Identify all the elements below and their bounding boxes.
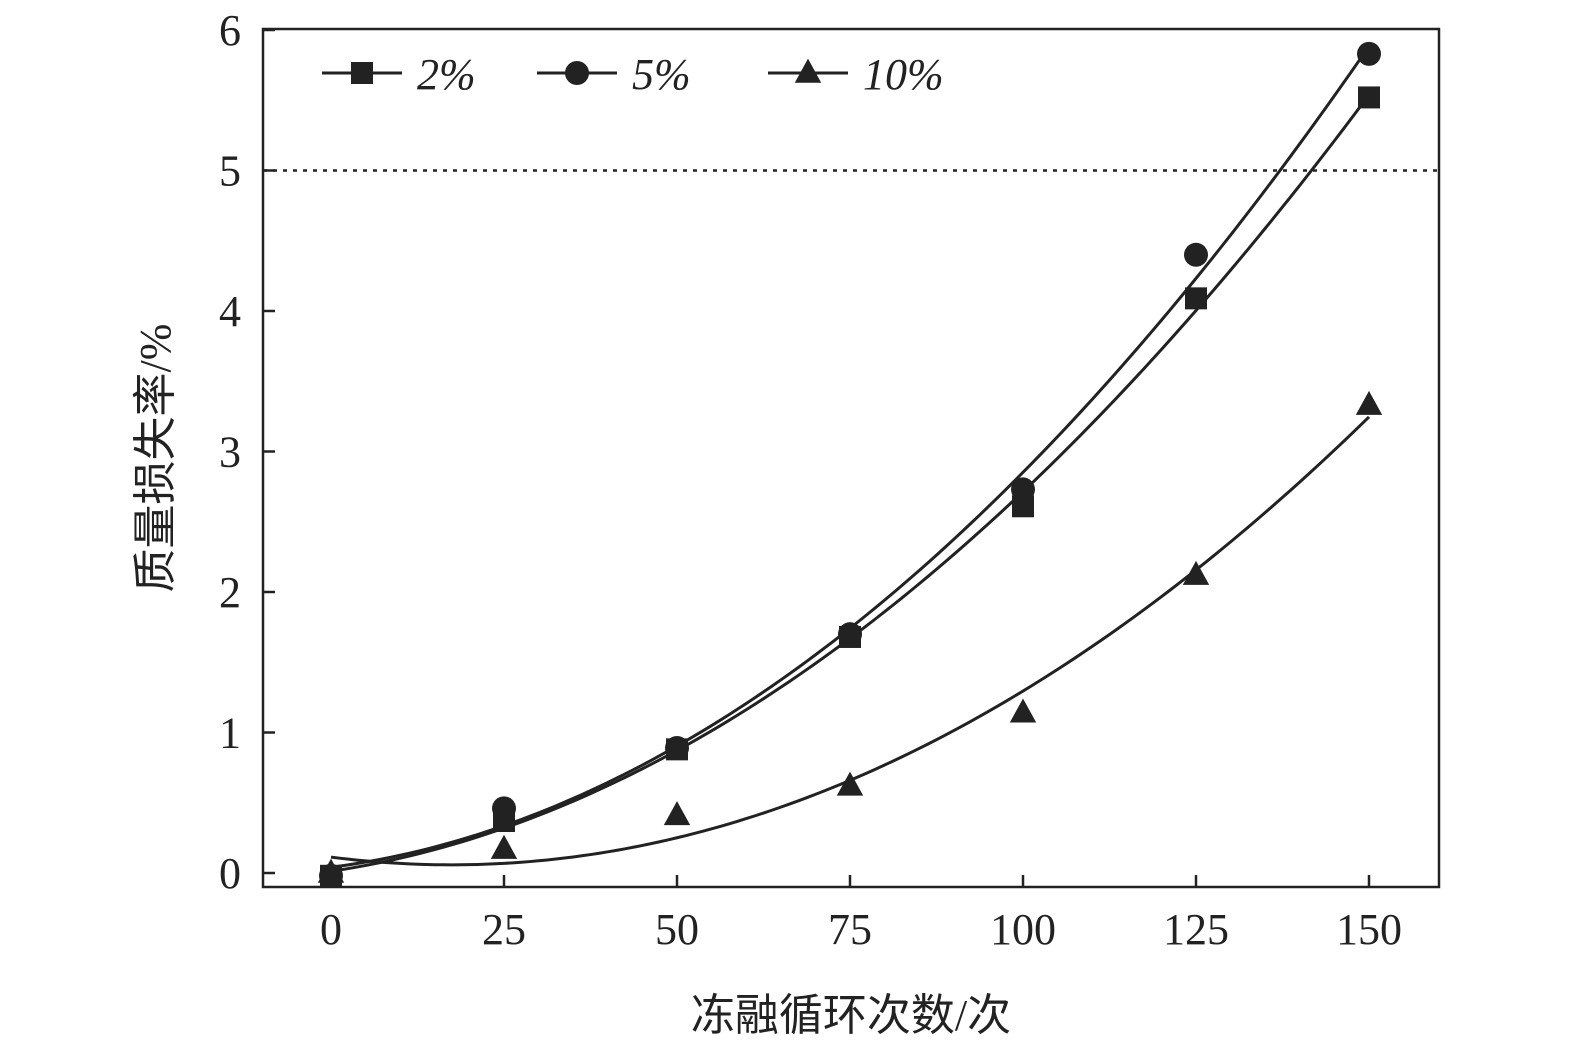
y-tick-label-5: 5 <box>219 147 241 196</box>
y-axis-title: 质量损失率/% <box>131 324 180 593</box>
data-point-2pct-100 <box>1012 495 1034 518</box>
legend-marker-10pct <box>794 58 822 83</box>
data-point-2pct-125 <box>1185 287 1207 310</box>
legend-label-5pct: 5% <box>632 50 691 99</box>
data-point-5pct-75 <box>838 622 862 647</box>
data-point-2pct-150 <box>1358 86 1380 109</box>
axis-ticks: 0 25 50 75 100 125 150 0 1 2 3 4 5 6 <box>219 6 1402 954</box>
x-tick-label-0: 0 <box>320 905 342 954</box>
data-point-5pct-150 <box>1357 41 1381 66</box>
y-tick-label-6: 6 <box>219 6 241 55</box>
y-tick-label-3: 3 <box>219 428 241 477</box>
x-tick-label-50: 50 <box>655 905 699 954</box>
data-markers <box>317 41 1383 888</box>
x-tick-label-125: 125 <box>1163 905 1229 954</box>
x-tick-label-150: 150 <box>1336 905 1402 954</box>
x-axis-title: 冻融循环次数/次 <box>691 991 1011 1040</box>
x-tick-label-25: 25 <box>482 905 526 954</box>
plot-frame <box>261 27 1441 889</box>
data-point-5pct-125 <box>1184 242 1208 267</box>
data-point-10pct-100 <box>1009 698 1037 723</box>
data-point-10pct-75 <box>836 771 864 796</box>
data-point-5pct-50 <box>665 735 689 760</box>
data-point-5pct-25 <box>492 796 516 821</box>
y-tick-label-4: 4 <box>219 287 241 336</box>
legend-marker-2pct <box>351 62 373 84</box>
x-tick-label-100: 100 <box>990 905 1056 954</box>
legend: 2% 5% 10% <box>322 50 944 99</box>
legend-label-10pct: 10% <box>863 50 944 99</box>
legend-label-2pct: 2% <box>417 50 476 99</box>
data-point-10pct-125 <box>1182 560 1210 585</box>
data-point-10pct-150 <box>1355 390 1383 415</box>
data-point-10pct-50 <box>663 801 691 826</box>
y-tick-label-1: 1 <box>219 709 241 758</box>
data-point-5pct-100 <box>1011 477 1035 502</box>
y-tick-label-2: 2 <box>219 568 241 617</box>
x-tick-label-75: 75 <box>828 905 872 954</box>
y-tick-label-0: 0 <box>219 849 241 898</box>
legend-marker-5pct <box>565 61 589 85</box>
data-point-10pct-25 <box>490 834 518 859</box>
data-point-10pct-0 <box>317 858 345 883</box>
fit-curve-2pct <box>330 93 1371 873</box>
